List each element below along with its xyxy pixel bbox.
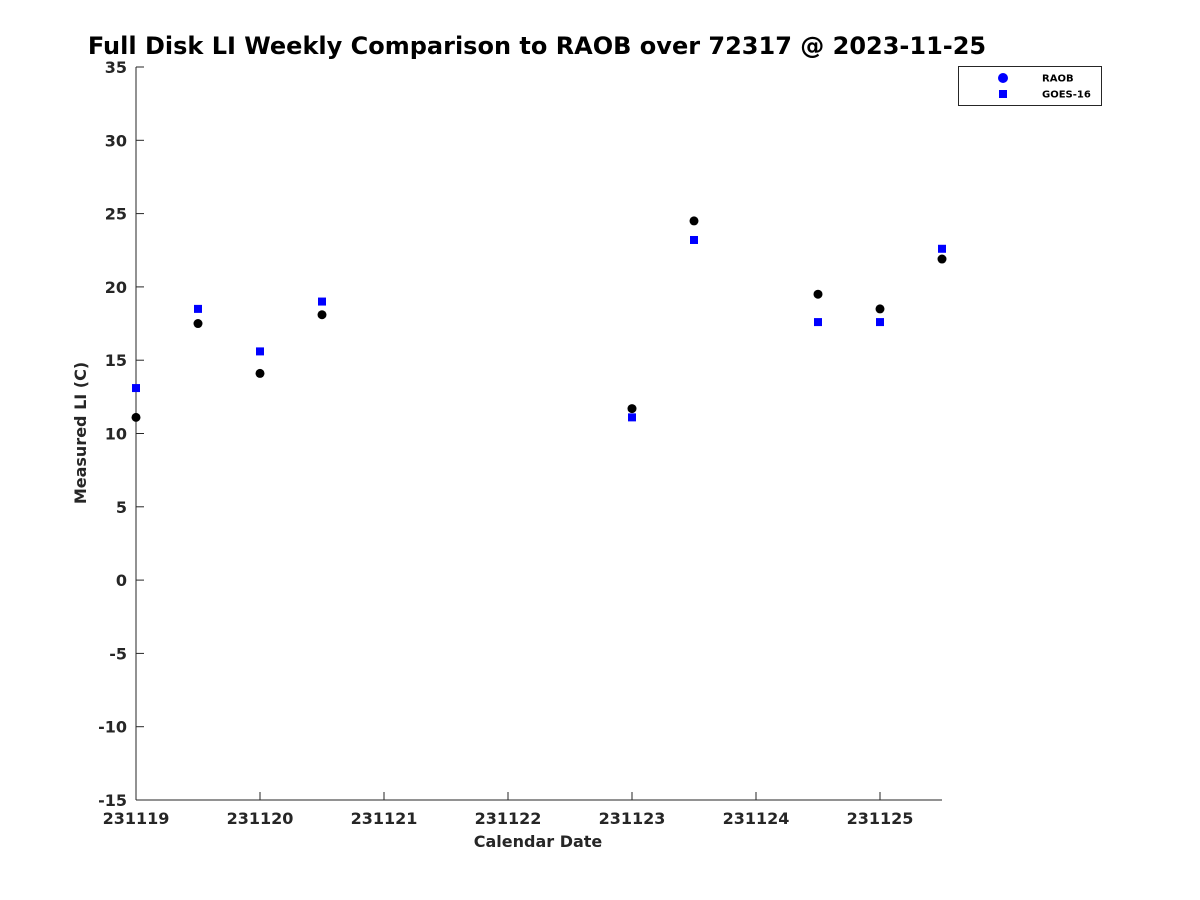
y-tick-label: 10 bbox=[105, 425, 127, 444]
raob-point bbox=[317, 310, 327, 320]
legend: RAOB GOES-16 bbox=[958, 66, 1102, 106]
y-tick-label: 30 bbox=[105, 131, 127, 150]
raob-point bbox=[255, 368, 265, 378]
goes-16-point bbox=[194, 304, 202, 313]
y-tick-label: -5 bbox=[109, 644, 127, 663]
goes-16-point bbox=[690, 235, 698, 244]
chart-title: Full Disk LI Weekly Comparison to RAOB o… bbox=[88, 32, 986, 60]
y-axis-label: Measured LI (C) bbox=[71, 362, 90, 504]
raob-point bbox=[193, 319, 203, 329]
goes-16-point bbox=[814, 318, 822, 327]
plot-marks bbox=[131, 216, 947, 422]
goes-16-point bbox=[132, 384, 140, 393]
x-tick-label: 231120 bbox=[227, 809, 294, 828]
raob-point bbox=[627, 404, 637, 414]
goes-16-point bbox=[628, 413, 636, 422]
y-tick-label: -10 bbox=[98, 718, 127, 737]
raob-point bbox=[813, 289, 823, 299]
y-tick-label: 20 bbox=[105, 278, 127, 297]
y-tick-label: 0 bbox=[116, 571, 127, 590]
goes-16-point bbox=[876, 318, 884, 327]
y-tick-label: 35 bbox=[105, 58, 127, 77]
legend-label-goes-16: GOES-16 bbox=[1042, 90, 1091, 101]
legend-marker-raob bbox=[998, 73, 1008, 83]
raob-point bbox=[875, 304, 885, 314]
goes-16-point bbox=[938, 244, 946, 253]
x-tick-label: 231121 bbox=[351, 809, 418, 828]
y-tick-label: 5 bbox=[116, 498, 127, 517]
x-tick-label: 231124 bbox=[723, 809, 790, 828]
x-tick-label: 231125 bbox=[847, 809, 914, 828]
y-tick-label: -15 bbox=[98, 791, 127, 810]
raob-point bbox=[131, 412, 141, 422]
x-tick-label: 231123 bbox=[599, 809, 666, 828]
y-tick-label: 15 bbox=[105, 351, 127, 370]
legend-box bbox=[958, 66, 1102, 106]
x-tick-label: 231119 bbox=[103, 809, 170, 828]
raob-point bbox=[937, 254, 947, 264]
legend-label-raob: RAOB bbox=[1042, 74, 1074, 85]
x-axis-label: Calendar Date bbox=[474, 832, 603, 851]
raob-point bbox=[689, 216, 699, 226]
x-tick-label: 231122 bbox=[475, 809, 542, 828]
legend-marker-goes-16 bbox=[999, 90, 1007, 98]
goes-16-point bbox=[256, 347, 264, 356]
y-tick-label: 25 bbox=[105, 205, 127, 224]
goes-16-point bbox=[318, 297, 326, 306]
